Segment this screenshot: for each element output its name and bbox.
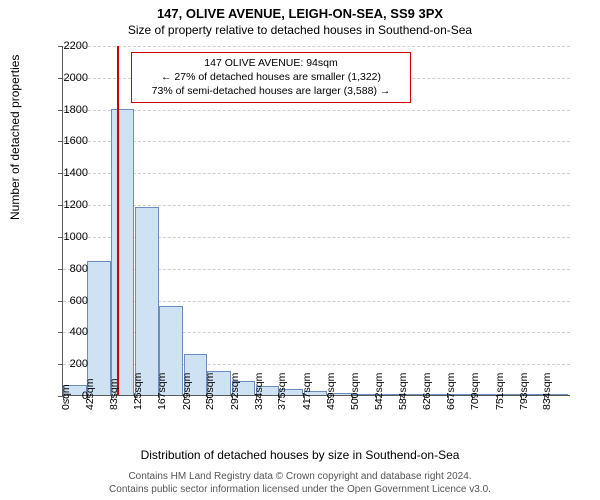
y-tick-label: 1600 (48, 135, 88, 147)
annotation-box: 147 OLIVE AVENUE: 94sqm← 27% of detached… (131, 52, 411, 103)
y-tick-label: 1400 (48, 167, 88, 179)
y-tick-label: 800 (48, 263, 88, 275)
y-tick-label: 1200 (48, 199, 88, 211)
footer-line-1: Contains HM Land Registry data © Crown c… (0, 471, 600, 484)
histogram-bar (135, 207, 159, 395)
gridline (63, 173, 570, 174)
y-tick-label: 600 (48, 295, 88, 307)
y-tick-label: 2000 (48, 72, 88, 84)
y-tick-label: 200 (48, 358, 88, 370)
y-tick-label: 1000 (48, 231, 88, 243)
property-marker-line (117, 46, 119, 395)
attribution-footer: Contains HM Land Registry data © Crown c… (0, 471, 600, 496)
plot-region: 147 OLIVE AVENUE: 94sqm← 27% of detached… (62, 46, 570, 396)
annotation-line: 73% of semi-detached houses are larger (… (138, 84, 404, 98)
gridline (63, 141, 570, 142)
histogram-bar (87, 261, 111, 395)
annotation-line: ← 27% of detached houses are smaller (1,… (138, 70, 404, 84)
chart-subtitle: Size of property relative to detached ho… (0, 21, 600, 37)
histogram-bar (111, 109, 135, 395)
gridline (63, 46, 570, 47)
y-tick-label: 1800 (48, 104, 88, 116)
y-tick-label: 400 (48, 326, 88, 338)
footer-line-2: Contains public sector information licen… (0, 484, 600, 497)
chart-container: 147, OLIVE AVENUE, LEIGH-ON-SEA, SS9 3PX… (0, 0, 600, 500)
gridline (63, 205, 570, 206)
gridline (63, 110, 570, 111)
y-tick-label: 2200 (48, 40, 88, 52)
x-axis-label: Distribution of detached houses by size … (0, 448, 600, 462)
chart-area: 147 OLIVE AVENUE: 94sqm← 27% of detached… (62, 46, 570, 396)
annotation-line: 147 OLIVE AVENUE: 94sqm (138, 56, 404, 70)
y-axis-label: Number of detached properties (8, 55, 22, 220)
chart-title-address: 147, OLIVE AVENUE, LEIGH-ON-SEA, SS9 3PX (0, 0, 600, 21)
